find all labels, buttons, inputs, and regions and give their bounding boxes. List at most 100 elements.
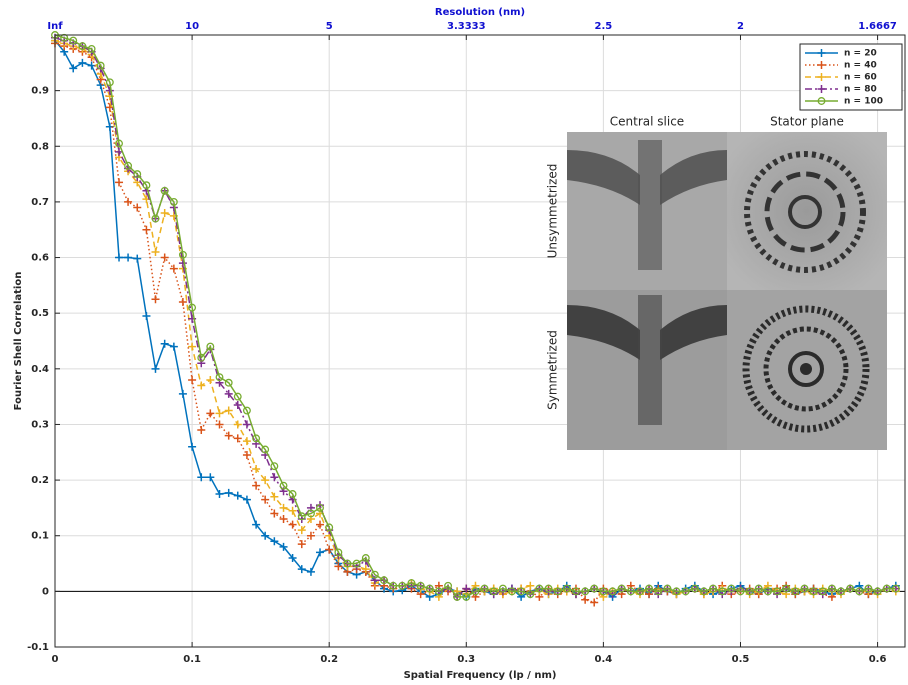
data-point [206, 473, 215, 482]
data-point [233, 434, 242, 443]
data-point [380, 576, 388, 585]
data-point [233, 420, 242, 429]
annotation: Unsymmetrized [546, 164, 560, 259]
data-point [288, 553, 297, 562]
data-point [242, 495, 251, 504]
data-point [233, 400, 242, 409]
data-point [444, 581, 453, 590]
data-point [215, 490, 224, 498]
data-point [224, 389, 233, 398]
data-point [115, 178, 124, 187]
image-feature [638, 295, 662, 425]
insets: Central slice Stator plane Unsymmetrized… [546, 115, 887, 450]
x-tick-label: 0.3 [457, 654, 475, 665]
x-axis-label: Spatial Frequency (lp / nm) [404, 670, 557, 681]
image-feature [763, 326, 849, 412]
data-point [791, 587, 800, 596]
annotation: Symmetrized [546, 330, 560, 410]
image-feature [788, 195, 822, 229]
data-point [261, 476, 270, 485]
data-point [718, 587, 727, 596]
data-point [709, 584, 718, 593]
data-point [188, 375, 197, 384]
data-point [96, 61, 105, 70]
data-point [279, 515, 288, 524]
data-point [78, 42, 87, 51]
data-point [233, 392, 242, 401]
data [51, 31, 900, 607]
data-point [78, 58, 87, 67]
data-point [69, 36, 78, 45]
data-point [252, 481, 261, 490]
data-point [105, 86, 114, 95]
legend-label: n = 40 [844, 61, 877, 71]
data-point [124, 161, 133, 170]
data-point [288, 506, 297, 515]
y-axis-label: Fourier Shell Correlation [13, 272, 24, 411]
image-feature [567, 305, 727, 360]
data-point [891, 584, 900, 593]
image-feature [788, 351, 824, 387]
data-point [663, 584, 672, 593]
data-point [462, 592, 471, 601]
data-point [215, 409, 224, 418]
image-feature [800, 363, 812, 375]
data-point [270, 537, 279, 546]
data-point [453, 592, 462, 601]
data-point [224, 488, 233, 497]
data-point [69, 64, 78, 73]
y-tick-label: 0 [42, 586, 49, 597]
data-point [252, 520, 261, 529]
data-point [197, 353, 206, 362]
data-point [279, 481, 288, 490]
data-point [197, 426, 206, 435]
data-point [261, 445, 270, 454]
data-point [626, 587, 635, 596]
data-point [188, 442, 197, 451]
x-tick-label: 0 [52, 654, 59, 665]
data-point [261, 495, 270, 504]
data-point [133, 203, 142, 212]
data-point [242, 420, 251, 429]
data-point [471, 587, 480, 596]
data-point [617, 584, 626, 593]
data-point [590, 584, 599, 593]
data-point [818, 587, 827, 596]
data-point [160, 186, 169, 195]
x2-tick-label: 5 [326, 21, 333, 32]
data-point [763, 587, 772, 596]
y-tick-label: 0.7 [31, 197, 49, 208]
image-feature [744, 151, 866, 273]
y-tick-label: -0.1 [27, 642, 49, 653]
data-point [672, 587, 681, 596]
data-point [279, 542, 288, 551]
data-point [544, 584, 553, 593]
data-point [279, 503, 288, 512]
x-tick-label: 0.5 [732, 654, 750, 665]
data-point [151, 295, 160, 304]
legend-marker [817, 61, 826, 69]
data-point [425, 584, 434, 593]
data-point [288, 490, 297, 498]
image-feature [742, 305, 870, 433]
data-point [754, 584, 763, 593]
x2-tick-label: 2 [737, 21, 744, 32]
data-point [142, 225, 151, 234]
data-point [242, 406, 251, 415]
data-point [206, 375, 215, 384]
data-point [370, 570, 379, 579]
legend-marker [817, 73, 826, 81]
data-point [325, 545, 334, 554]
data-point [124, 197, 133, 206]
data-point [169, 342, 178, 351]
data-point [188, 342, 197, 351]
data-point [727, 584, 736, 593]
y-tick-label: 0.3 [31, 419, 49, 430]
data-point [809, 587, 818, 596]
x-tick-label: 0.4 [595, 654, 613, 665]
data-point [316, 503, 324, 512]
data-point [480, 584, 489, 593]
data-point [599, 587, 608, 596]
data-point [773, 587, 782, 596]
